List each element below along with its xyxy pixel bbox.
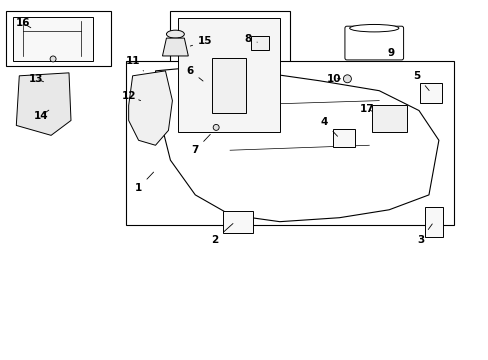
Circle shape [50,56,56,62]
Bar [211,58,246,113]
Text: 10: 10 [326,74,341,84]
Text: 6: 6 [186,66,203,81]
Polygon shape [128,71,172,145]
Bar [6,11,111,66]
Ellipse shape [166,30,184,38]
Text: 8: 8 [244,34,257,44]
Ellipse shape [349,24,398,32]
Bar [170,11,289,135]
Text: 14: 14 [34,110,49,121]
FancyBboxPatch shape [344,26,403,60]
Bar [371,105,406,132]
Text: 12: 12 [121,91,141,101]
Bar [13,17,93,61]
Text: 2: 2 [211,224,232,244]
Circle shape [343,75,351,83]
Bar [125,61,453,225]
Text: 3: 3 [417,224,431,244]
Text: 7: 7 [191,134,210,155]
Text: 15: 15 [190,36,212,46]
Text: 17: 17 [359,104,374,113]
Bar [333,129,355,147]
Circle shape [213,125,219,130]
Bar [250,36,268,50]
Text: 4: 4 [320,117,337,136]
Polygon shape [155,66,438,222]
Text: 5: 5 [412,71,428,90]
Polygon shape [16,73,71,135]
Text: 11: 11 [125,56,143,71]
Text: 1: 1 [135,172,153,193]
Bar [419,83,441,103]
Bar [424,207,442,237]
Text: 9: 9 [387,48,394,58]
Text: 13: 13 [29,74,43,84]
Polygon shape [162,38,188,56]
Bar [178,18,279,132]
Text: 16: 16 [16,18,31,28]
Bar [223,211,252,233]
